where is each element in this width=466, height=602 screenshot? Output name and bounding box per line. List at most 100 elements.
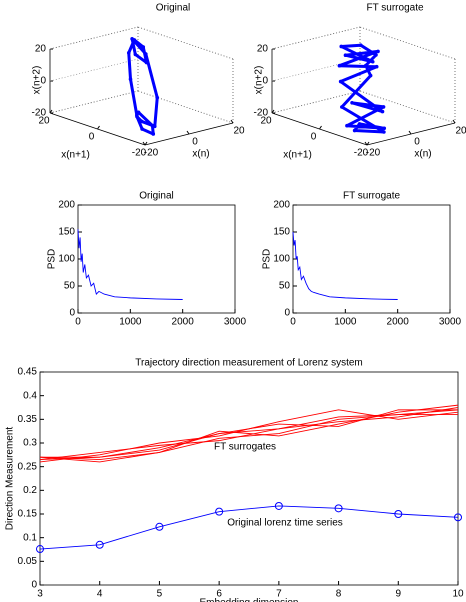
attractor-point bbox=[338, 79, 343, 84]
attractor-point bbox=[152, 124, 157, 129]
y-tick-label: 0.05 bbox=[18, 556, 38, 567]
attractor-point bbox=[144, 52, 148, 56]
x-tick bbox=[230, 119, 234, 124]
attractor-point bbox=[135, 113, 139, 118]
attractor-point bbox=[155, 95, 160, 100]
z-tick-label: -20 bbox=[254, 108, 269, 119]
x-tick-label: 9 bbox=[396, 589, 402, 600]
y-tick-label: 0.15 bbox=[18, 509, 38, 520]
y-tick-label: -20 bbox=[132, 148, 147, 159]
data-line bbox=[39, 404, 459, 463]
x-axis-label: Embedding dimension bbox=[200, 598, 299, 602]
x-tick-label: -20 bbox=[144, 148, 159, 159]
z-tick-label: 20 bbox=[35, 44, 47, 55]
z-tick-label: 20 bbox=[257, 44, 269, 55]
attractor-point bbox=[337, 63, 342, 68]
chart-title: FT surrogate bbox=[366, 3, 423, 14]
attractor-point bbox=[343, 53, 348, 57]
y-tick-label: 0.45 bbox=[18, 367, 38, 378]
attractor-point bbox=[350, 101, 354, 105]
x-tick-label: 5 bbox=[157, 589, 163, 600]
y-axis-label: Direction Measurement bbox=[5, 427, 16, 531]
y-tick-label: 50 bbox=[279, 281, 291, 292]
x-tick-label: 6 bbox=[216, 589, 222, 600]
x-tick-label: 3000 bbox=[439, 317, 462, 328]
grid-line bbox=[49, 26, 139, 50]
grid-line bbox=[49, 90, 139, 114]
attractor-point bbox=[381, 105, 386, 109]
x-tick-label: 1000 bbox=[119, 317, 142, 328]
data-line bbox=[39, 414, 458, 461]
attractor-point bbox=[374, 53, 378, 57]
y-tick-label: 200 bbox=[273, 200, 290, 211]
y-axis-label: PSD bbox=[47, 249, 58, 270]
attractor-point bbox=[130, 37, 134, 41]
attractor-point bbox=[368, 73, 373, 78]
y-tick-label: 20 bbox=[38, 116, 50, 127]
chart-title: Trajectory direction measurement of Lore… bbox=[135, 358, 363, 369]
attractor-point bbox=[357, 122, 362, 126]
y-axis-label: x(n+1) bbox=[283, 150, 312, 161]
attractor-point bbox=[364, 63, 368, 68]
data-marker bbox=[215, 507, 224, 516]
attractor-point bbox=[374, 64, 379, 69]
y-tick bbox=[49, 109, 53, 114]
x-tick-label: 20 bbox=[455, 126, 466, 137]
x-tick bbox=[408, 130, 412, 135]
x-tick-label: 3000 bbox=[224, 317, 247, 328]
data-marker bbox=[454, 513, 462, 522]
x-tick-label: 0 bbox=[75, 317, 81, 328]
x-axis-label: x(n) bbox=[192, 149, 209, 160]
grid-line bbox=[49, 58, 139, 82]
box-edge bbox=[137, 90, 234, 124]
x-tick-label: -20 bbox=[366, 148, 381, 159]
chart-title: Original bbox=[139, 191, 173, 202]
attractor-point bbox=[128, 77, 133, 81]
chart-title: FT surrogate bbox=[343, 191, 400, 202]
y-tick-label: 0 bbox=[284, 308, 290, 319]
data-marker bbox=[394, 510, 403, 518]
attractor-point bbox=[140, 127, 144, 131]
y-tick bbox=[144, 141, 148, 146]
x-tick-label: 10 bbox=[452, 589, 464, 600]
x-tick-label: 0 bbox=[290, 317, 296, 328]
y-tick-label: 0.35 bbox=[18, 414, 38, 425]
data-marker bbox=[36, 545, 44, 554]
plot-frame bbox=[77, 204, 236, 314]
x-tick-label: 2000 bbox=[172, 317, 195, 328]
annotation: FT surrogates bbox=[214, 442, 276, 453]
x-tick-label: 3 bbox=[37, 589, 43, 600]
attractor-point bbox=[151, 132, 156, 136]
y-tick bbox=[271, 109, 275, 114]
attractor-point bbox=[382, 126, 387, 131]
y-tick-label: -20 bbox=[354, 148, 369, 159]
y-tick-label: 150 bbox=[273, 227, 290, 238]
x-tick-label: 2000 bbox=[387, 317, 410, 328]
attractor-point bbox=[144, 60, 149, 65]
y-tick-label: 50 bbox=[64, 281, 76, 292]
attractor-point bbox=[139, 119, 144, 124]
attractor-point bbox=[376, 49, 380, 54]
x-tick bbox=[452, 119, 456, 124]
data-line bbox=[292, 231, 398, 300]
x-tick-label: 8 bbox=[336, 589, 342, 600]
grid-line bbox=[271, 90, 361, 114]
y-tick-label: 0 bbox=[69, 308, 75, 319]
box-edge bbox=[137, 26, 234, 60]
plot-frame bbox=[292, 204, 451, 314]
annotation: Original lorenz time series bbox=[227, 518, 343, 529]
data-line bbox=[40, 409, 458, 458]
y-tick bbox=[97, 125, 100, 130]
attractor-point bbox=[133, 52, 138, 57]
x-tick bbox=[364, 141, 368, 146]
z-tick-label: -20 bbox=[32, 108, 47, 119]
data-marker bbox=[274, 501, 283, 510]
z-axis-label: x(n+2) bbox=[32, 66, 43, 95]
attractor-point bbox=[126, 51, 131, 55]
data-line bbox=[77, 229, 183, 300]
y-tick-label: 0.1 bbox=[23, 532, 37, 543]
attractor-point bbox=[339, 44, 344, 49]
y-tick-label: 20 bbox=[260, 116, 272, 127]
z-axis-label: x(n+2) bbox=[254, 66, 265, 95]
